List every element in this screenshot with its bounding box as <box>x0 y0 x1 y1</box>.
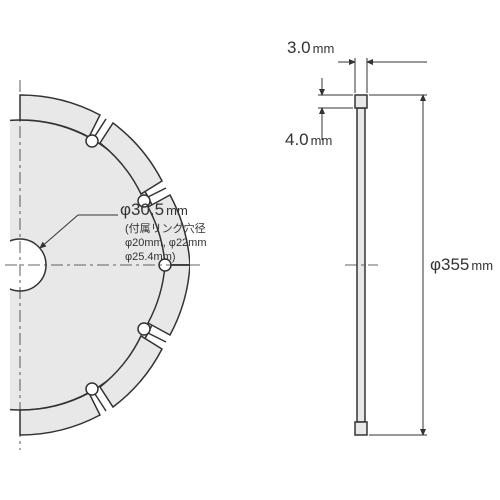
bore-sub-2: φ20mm, φ22mm <box>125 236 207 250</box>
blade-side-view <box>345 95 378 435</box>
dimension-drawing <box>0 0 500 500</box>
bore-label: φ30.5mm <box>120 200 188 220</box>
blade-front-view <box>0 80 200 450</box>
bore-sub-3: φ25.4mm) <box>125 250 176 264</box>
outer-diameter-label: φ355mm <box>430 255 493 275</box>
bore-sub-1: (付属リング穴径 <box>125 222 206 236</box>
dim-thickness <box>338 58 427 93</box>
thickness-label: 3.0mm <box>287 38 334 58</box>
segment-label: 4.0mm <box>285 130 332 150</box>
